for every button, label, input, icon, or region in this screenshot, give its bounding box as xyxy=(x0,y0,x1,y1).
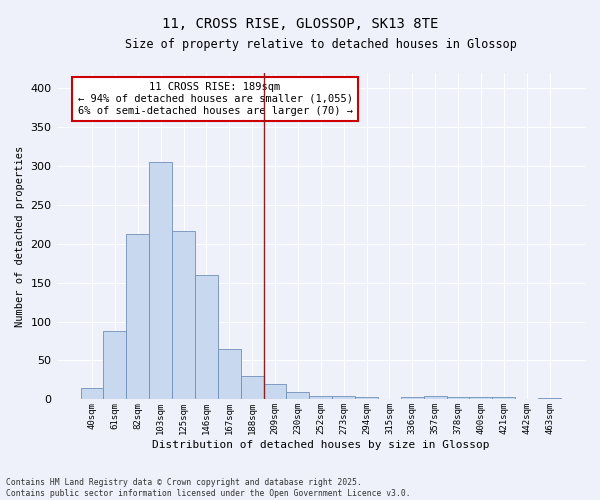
Bar xyxy=(127,234,149,400)
Bar xyxy=(310,396,332,400)
Bar xyxy=(80,388,103,400)
Bar xyxy=(218,349,241,400)
Bar xyxy=(195,275,218,400)
Text: Contains HM Land Registry data © Crown copyright and database right 2025.
Contai: Contains HM Land Registry data © Crown c… xyxy=(6,478,410,498)
Bar xyxy=(286,392,310,400)
X-axis label: Distribution of detached houses by size in Glossop: Distribution of detached houses by size … xyxy=(152,440,490,450)
Text: 11 CROSS RISE: 189sqm
← 94% of detached houses are smaller (1,055)
6% of semi-de: 11 CROSS RISE: 189sqm ← 94% of detached … xyxy=(77,82,353,116)
Bar xyxy=(263,384,286,400)
Y-axis label: Number of detached properties: Number of detached properties xyxy=(15,146,25,326)
Bar xyxy=(446,397,469,400)
Bar xyxy=(424,396,446,400)
Bar xyxy=(355,397,378,400)
Bar xyxy=(149,162,172,400)
Title: Size of property relative to detached houses in Glossop: Size of property relative to detached ho… xyxy=(125,38,517,51)
Bar xyxy=(332,396,355,400)
Bar xyxy=(172,230,195,400)
Bar xyxy=(493,397,515,400)
Text: 11, CROSS RISE, GLOSSOP, SK13 8TE: 11, CROSS RISE, GLOSSOP, SK13 8TE xyxy=(162,18,438,32)
Bar xyxy=(241,376,263,400)
Bar xyxy=(401,397,424,400)
Bar xyxy=(103,331,127,400)
Bar xyxy=(538,398,561,400)
Bar xyxy=(469,397,493,400)
